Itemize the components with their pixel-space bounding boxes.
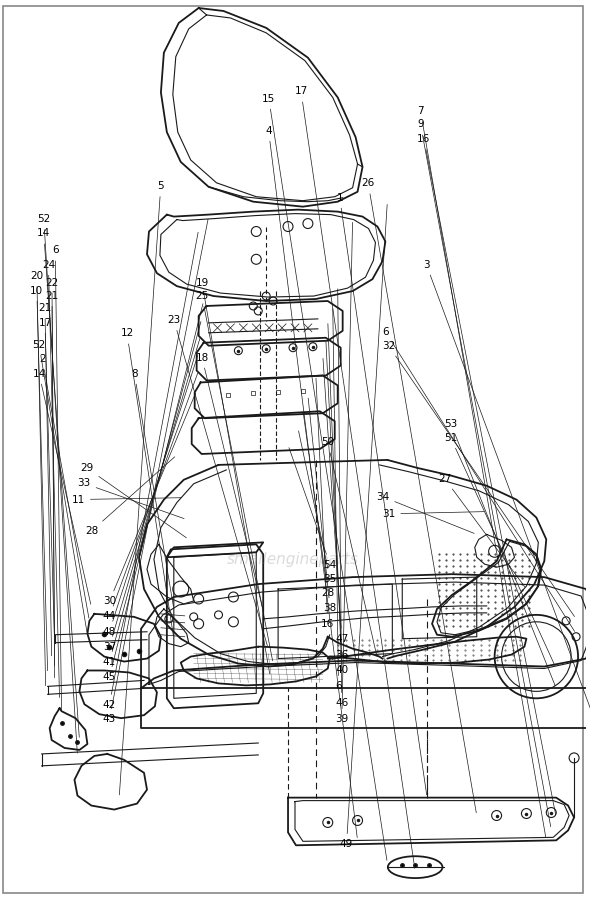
Text: 35: 35 xyxy=(299,431,337,584)
Text: 10: 10 xyxy=(30,286,48,671)
Text: 4: 4 xyxy=(266,126,357,838)
Text: 43: 43 xyxy=(103,219,208,725)
Text: 6: 6 xyxy=(52,245,61,711)
Text: 52: 52 xyxy=(37,214,77,753)
Text: 40: 40 xyxy=(328,324,348,675)
Text: 1: 1 xyxy=(336,192,427,795)
Text: 20: 20 xyxy=(30,271,45,686)
Text: 14: 14 xyxy=(32,369,91,604)
Text: 47: 47 xyxy=(323,359,349,644)
Text: 16: 16 xyxy=(417,134,556,814)
Text: 21: 21 xyxy=(45,291,58,666)
Text: 30: 30 xyxy=(103,393,196,606)
Text: 7: 7 xyxy=(417,106,546,838)
Text: 3: 3 xyxy=(423,260,590,716)
Text: 26: 26 xyxy=(362,178,476,813)
Text: 48: 48 xyxy=(103,355,198,636)
Text: 6: 6 xyxy=(382,326,575,631)
Text: 29: 29 xyxy=(80,463,186,538)
Text: smallengineparts: smallengineparts xyxy=(227,552,359,566)
Text: 49: 49 xyxy=(340,204,387,850)
Text: 9: 9 xyxy=(417,120,550,827)
Text: 6: 6 xyxy=(333,308,342,691)
Text: 17: 17 xyxy=(38,317,54,642)
Text: 42: 42 xyxy=(103,232,198,710)
Text: 17: 17 xyxy=(294,86,415,868)
Text: 24: 24 xyxy=(42,260,60,698)
Text: 12: 12 xyxy=(120,328,173,636)
Text: 8: 8 xyxy=(131,369,173,606)
Text: 16: 16 xyxy=(316,378,335,628)
Text: 2: 2 xyxy=(39,354,89,619)
Text: 14: 14 xyxy=(37,228,79,737)
Text: 52: 52 xyxy=(32,340,87,632)
Text: 39: 39 xyxy=(335,222,353,725)
Text: 27: 27 xyxy=(438,474,525,587)
Text: 51: 51 xyxy=(444,433,555,666)
Text: 53: 53 xyxy=(444,419,555,686)
Text: 50: 50 xyxy=(321,437,377,656)
Text: 23: 23 xyxy=(167,315,267,646)
Text: 34: 34 xyxy=(376,492,474,533)
Text: 31: 31 xyxy=(382,509,484,519)
Text: 41: 41 xyxy=(103,322,201,667)
Text: 37: 37 xyxy=(103,338,200,652)
Text: 19: 19 xyxy=(195,278,270,673)
Text: 54: 54 xyxy=(289,448,337,570)
Text: 36: 36 xyxy=(326,342,349,660)
Text: 25: 25 xyxy=(195,291,273,661)
Text: 15: 15 xyxy=(262,93,387,860)
Text: 44: 44 xyxy=(103,373,198,621)
Text: 38: 38 xyxy=(308,398,337,613)
Text: 21: 21 xyxy=(38,304,51,655)
Text: 28: 28 xyxy=(303,413,335,598)
Text: 28: 28 xyxy=(85,457,175,536)
Text: 46: 46 xyxy=(335,289,349,708)
Text: 18: 18 xyxy=(195,352,263,609)
Text: 33: 33 xyxy=(77,478,184,519)
Text: 22: 22 xyxy=(45,278,58,678)
Text: 32: 32 xyxy=(382,341,575,617)
Text: 45: 45 xyxy=(103,304,203,682)
Text: 5: 5 xyxy=(119,181,164,795)
Text: 11: 11 xyxy=(72,494,181,504)
